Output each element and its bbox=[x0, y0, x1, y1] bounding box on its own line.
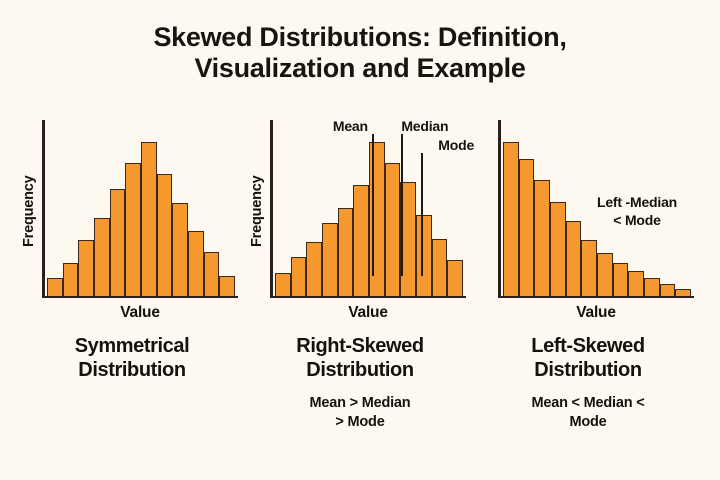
chart-caption-line-2: Distribution bbox=[534, 359, 642, 381]
y-axis-line bbox=[498, 120, 501, 298]
histogram-bar bbox=[550, 201, 566, 296]
histogram-bar bbox=[659, 284, 676, 296]
histogram-bar bbox=[612, 263, 629, 296]
histogram-bar bbox=[156, 174, 173, 296]
chart-panel-symmetrical: Frequency Value Symmetrical Distribution bbox=[18, 112, 246, 452]
chart-panel-left-skewed: Left -Median < Mode Value Left-Skewed Distri… bbox=[474, 112, 702, 452]
histogram-bar bbox=[62, 263, 79, 296]
histogram-bar bbox=[322, 222, 338, 296]
histogram-bar bbox=[431, 238, 448, 296]
histogram-bar bbox=[275, 272, 291, 296]
histogram-bar bbox=[47, 277, 63, 296]
inline-note-line-2: < Mode bbox=[613, 211, 661, 228]
histogram-bar bbox=[141, 141, 157, 296]
y-axis-line bbox=[42, 120, 45, 298]
chart-caption-symmetrical: Symmetrical Distribution bbox=[18, 334, 246, 382]
axes-symmetrical bbox=[42, 120, 238, 298]
page-title-line-2: Visualization and Example bbox=[194, 53, 526, 83]
chart-formula-line-2: > Mode bbox=[335, 414, 385, 430]
x-axis-line bbox=[270, 295, 466, 298]
x-axis-label: Value bbox=[348, 304, 388, 321]
histogram-bar bbox=[416, 214, 432, 296]
axes-left-skewed bbox=[498, 120, 694, 298]
histogram-bar bbox=[384, 162, 401, 296]
histogram-bar bbox=[400, 182, 417, 296]
chart-panels-row: Frequency Value Symmetrical Distribution Fre… bbox=[0, 112, 720, 452]
histogram-bar bbox=[203, 251, 220, 296]
histogram-bar bbox=[597, 253, 613, 296]
x-axis-label: Value bbox=[576, 304, 616, 321]
histogram-bar bbox=[353, 185, 370, 296]
histogram-bar bbox=[337, 208, 354, 296]
page-title-line-1: Skewed Distributions: Definition, bbox=[153, 22, 567, 52]
histogram-bar bbox=[369, 141, 385, 296]
histogram-bars-right-skewed bbox=[275, 134, 464, 296]
plot-area-right-skewed: Frequency Mean Median Mode bbox=[246, 112, 474, 304]
histogram-bar bbox=[534, 180, 551, 296]
plot-area-left-skewed: Left -Median < Mode bbox=[474, 112, 702, 304]
histogram-bar bbox=[644, 277, 660, 296]
chart-formula-line-1: Mean < Median < bbox=[531, 395, 645, 411]
y-axis-label: Frequency bbox=[249, 175, 265, 247]
x-axis-line bbox=[498, 295, 694, 298]
histogram-bar bbox=[172, 203, 189, 296]
inline-note-left-skewed: Left -Median < Mode bbox=[578, 194, 696, 229]
histogram-bars-left-skewed bbox=[503, 134, 692, 296]
chart-formula-line-1: Mean > Median bbox=[309, 395, 411, 411]
histogram-bars-symmetrical bbox=[47, 134, 236, 296]
histogram-bar bbox=[188, 230, 204, 296]
histogram-bar bbox=[125, 162, 142, 296]
histogram-bar bbox=[518, 159, 535, 296]
histogram-bar bbox=[581, 240, 598, 296]
chart-caption-left-skewed: Left-Skewed Distribution bbox=[474, 334, 702, 382]
histogram-bar bbox=[219, 276, 236, 296]
histogram-bar bbox=[290, 256, 307, 296]
chart-caption-line-2: Distribution bbox=[306, 359, 414, 381]
x-axis-label: Value bbox=[120, 304, 160, 321]
chart-formula-right-skewed: Mean > Median > Mode bbox=[246, 394, 474, 432]
y-axis-line bbox=[270, 120, 273, 298]
chart-caption-line-1: Right-Skewed bbox=[296, 335, 424, 357]
chart-formula-line-2: Mode bbox=[569, 414, 607, 430]
axes-right-skewed bbox=[270, 120, 466, 298]
histogram-bar bbox=[503, 141, 519, 296]
page-title: Skewed Distributions: Definition, Visual… bbox=[0, 22, 720, 84]
chart-caption-line-1: Symmetrical bbox=[74, 335, 190, 357]
chart-caption-line-2: Distribution bbox=[78, 359, 186, 381]
chart-caption-line-1: Left-Skewed bbox=[531, 335, 645, 357]
x-axis-line bbox=[42, 295, 238, 298]
histogram-bar bbox=[565, 220, 582, 296]
histogram-bar bbox=[306, 242, 323, 296]
histogram-bar bbox=[94, 217, 110, 296]
histogram-bar bbox=[675, 289, 692, 296]
histogram-bar bbox=[628, 271, 645, 296]
histogram-bar bbox=[447, 259, 464, 296]
inline-note-line-1: Left -Median bbox=[596, 194, 678, 210]
chart-caption-right-skewed: Right-Skewed Distribution bbox=[246, 334, 474, 382]
chart-formula-left-skewed: Mean < Median < Mode bbox=[474, 394, 702, 432]
y-axis-label: Frequency bbox=[21, 175, 37, 247]
histogram-bar bbox=[78, 240, 95, 296]
chart-panel-right-skewed: Frequency Mean Median Mode Value Right-Skewed… bbox=[246, 112, 474, 452]
plot-area-symmetrical: Frequency bbox=[18, 112, 246, 304]
histogram-bar bbox=[109, 188, 126, 296]
